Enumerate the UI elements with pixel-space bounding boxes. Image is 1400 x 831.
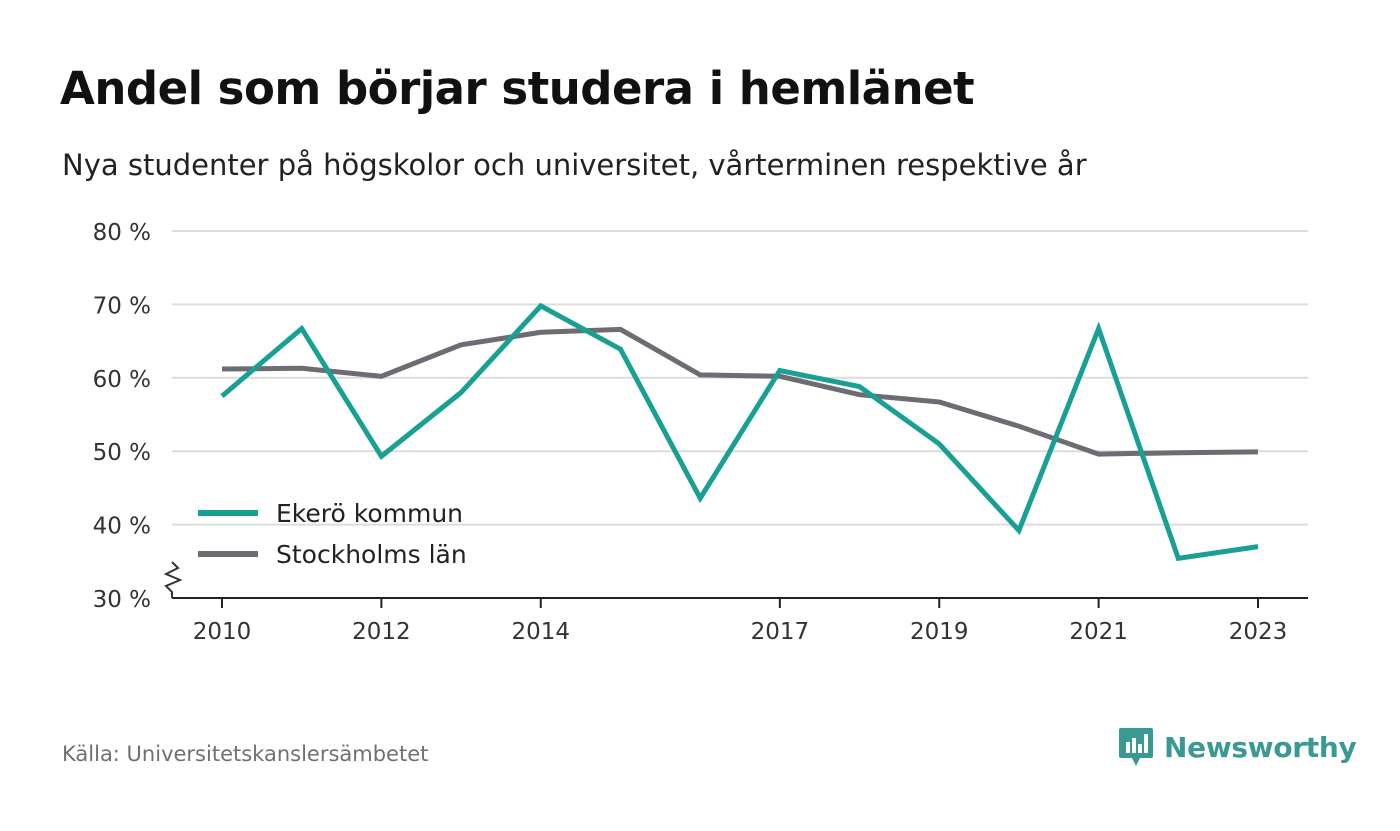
newsworthy-logo-icon <box>1119 728 1153 766</box>
x-tick-label-2023: 2023 <box>1229 619 1288 645</box>
chart-title: Andel som börjar studera i hemlänet <box>60 62 975 115</box>
legend: Ekerö kommun Stockholms län <box>198 499 467 569</box>
y-tick-label-40: 40 % <box>93 514 151 540</box>
y-tick-label-80: 80 % <box>93 220 151 246</box>
series-lines <box>220 302 1259 562</box>
y-tick-label-70: 70 % <box>93 293 151 319</box>
y-axis-ticks: 30 % 40 % 50 % 60 % 70 % 80 % <box>93 220 151 613</box>
x-tick-label-2019: 2019 <box>910 619 969 645</box>
x-axis: 2010 2012 2014 2017 2019 2021 2023 <box>172 597 1308 645</box>
y-tick-label-60: 60 % <box>93 367 151 393</box>
legend-item-1: Stockholms län <box>198 540 467 569</box>
y-tick-label-50: 50 % <box>93 440 151 466</box>
x-tick-label-2017: 2017 <box>751 619 810 645</box>
x-tick-label-2012: 2012 <box>352 619 411 645</box>
axis-break-icon <box>163 561 183 598</box>
y-tick-label-30: 30 % <box>93 587 151 613</box>
chart-subtitle: Nya studenter på högskolor och universit… <box>62 148 1087 182</box>
x-tick-label-2014: 2014 <box>511 619 570 645</box>
series-line-1 <box>221 326 1259 457</box>
legend-item-0: Ekerö kommun <box>198 499 463 528</box>
brand-name: Newsworthy <box>1164 730 1357 764</box>
series-line-0 <box>220 302 1259 562</box>
x-tick-label-2021: 2021 <box>1069 619 1128 645</box>
legend-label-1: Stockholms län <box>276 540 467 569</box>
axis-break-zigzag <box>163 561 183 598</box>
legend-label-0: Ekerö kommun <box>276 499 463 528</box>
line-chart: 30 %40 %50 %60 %70 %80 % 2010 2012 2014 201… <box>93 220 1308 645</box>
brand-logo[interactable]: Newsworthy <box>1118 726 1357 768</box>
source-note: Källa: Universitetskanslersämbetet <box>62 742 429 766</box>
x-tick-label-2010: 2010 <box>193 619 252 645</box>
